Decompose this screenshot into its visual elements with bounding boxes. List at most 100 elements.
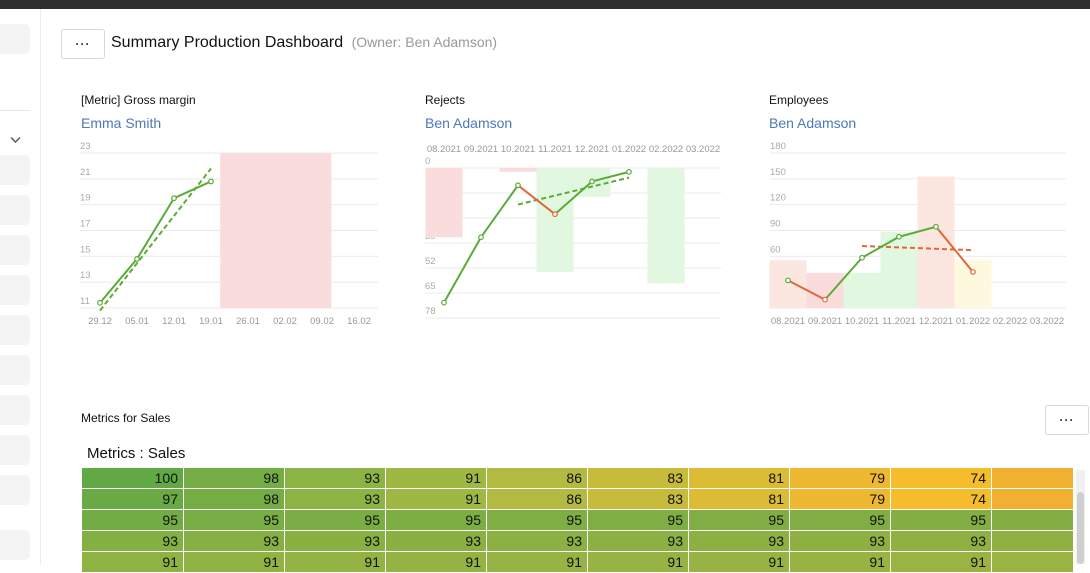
- heatmap-cell[interactable]: 93: [688, 530, 790, 552]
- heatmap-cell[interactable]: 95: [81, 509, 184, 531]
- chevron-down-icon[interactable]: [10, 135, 21, 147]
- series-segment: [99, 258, 138, 304]
- heatmap-cell[interactable]: 93: [385, 530, 487, 552]
- x-tick-label: 11.2021: [882, 316, 916, 327]
- heatmap-cell[interactable]: 93: [284, 488, 386, 510]
- highlight-band: [220, 153, 332, 308]
- heatmap-cell[interactable]: 95: [486, 509, 588, 531]
- sidebar-item[interactable]: [0, 395, 30, 425]
- heatmap-cell[interactable]: 98: [183, 488, 285, 510]
- heatmap-cell[interactable]: 93: [284, 530, 386, 552]
- sidebar-item[interactable]: [0, 24, 30, 54]
- heatmap-cell[interactable]: 91: [385, 551, 487, 573]
- sidebar-item[interactable]: [0, 355, 30, 385]
- heatmap-cell[interactable]: 95: [284, 509, 386, 531]
- heatmap-cell[interactable]: 95: [183, 509, 285, 531]
- sidebar-item[interactable]: [0, 195, 30, 225]
- heatmap-cell[interactable]: [991, 551, 1074, 573]
- heatmap-cell[interactable]: 95: [385, 509, 487, 531]
- heatmap-cell[interactable]: 97: [81, 488, 184, 510]
- widget-owner-link[interactable]: Emma Smith: [81, 115, 162, 131]
- heatmap-cell[interactable]: 93: [81, 530, 184, 552]
- left-sidebar: [0, 9, 41, 564]
- heatmap-cell[interactable]: 91: [486, 551, 588, 573]
- heatmap-cell[interactable]: 95: [688, 509, 790, 531]
- x-tick-label: 09.02: [310, 316, 334, 327]
- heatmap-cell[interactable]: 83: [587, 488, 689, 510]
- rejects-chart[interactable]: 013263952657808.202109.202110.202111.202…: [415, 138, 735, 333]
- heatmap-cell[interactable]: 79: [789, 467, 891, 489]
- heatmap-cell[interactable]: 79: [789, 488, 891, 510]
- dashboard-title: Summary Production Dashboard: [111, 34, 344, 51]
- waterfall-bar: [647, 168, 685, 284]
- series-segment: [136, 197, 175, 260]
- sidebar-item[interactable]: [0, 235, 30, 265]
- heatmap-cell[interactable]: 74: [890, 488, 992, 510]
- heatmap-cell[interactable]: 93: [789, 530, 891, 552]
- table-scrollbar[interactable]: [1076, 470, 1085, 564]
- sidebar-item[interactable]: [0, 155, 30, 185]
- y-tick-label: 23: [80, 141, 91, 152]
- widget-owner-link[interactable]: Ben Adamson: [425, 115, 513, 131]
- metrics-menu-button[interactable]: ···: [1045, 405, 1089, 435]
- heatmap-cell[interactable]: 93: [890, 530, 992, 552]
- page-title: Summary Production Dashboard (Owner: Ben…: [111, 34, 497, 52]
- sidebar-item[interactable]: [0, 275, 30, 305]
- heatmap-cell[interactable]: 93: [486, 530, 588, 552]
- heatmap-cell[interactable]: [991, 530, 1074, 552]
- heatmap-cell[interactable]: 93: [284, 467, 386, 489]
- heatmap-cell[interactable]: 91: [81, 551, 184, 573]
- heatmap-cell[interactable]: 91: [587, 551, 689, 573]
- employees-chart[interactable]: 180150120906030008.202109.202110.202111.…: [760, 140, 1080, 335]
- heatmap-cell[interactable]: [991, 488, 1074, 510]
- heatmap-cell[interactable]: 91: [789, 551, 891, 573]
- heatmap-cell[interactable]: 91: [385, 488, 487, 510]
- heatmap-cell[interactable]: 95: [587, 509, 689, 531]
- sidebar-item[interactable]: [0, 315, 30, 345]
- sidebar-item[interactable]: [0, 530, 30, 560]
- table-row: 95 95 95 95 95 95 95 95 95: [81, 509, 1074, 531]
- widget-title-gross-margin: [Metric] Gross margin: [81, 93, 196, 107]
- metrics-section-heading: Metrics for Sales: [81, 411, 171, 425]
- data-point: [441, 299, 447, 306]
- data-point: [822, 296, 828, 303]
- sidebar-item[interactable]: [0, 435, 30, 465]
- widget-owner-link[interactable]: Ben Adamson: [769, 115, 857, 131]
- y-tick-label: 60: [770, 244, 781, 255]
- x-tick-label: 11.2021: [538, 144, 572, 155]
- heatmap-cell[interactable]: 86: [486, 467, 588, 489]
- data-point: [933, 223, 939, 230]
- series-segment: [898, 225, 937, 238]
- heatmap-cell[interactable]: [991, 467, 1074, 489]
- series-segment: [173, 180, 212, 200]
- heatmap-cell[interactable]: 91: [890, 551, 992, 573]
- heatmap-cell[interactable]: 93: [183, 530, 285, 552]
- x-tick-label: 10.2021: [845, 316, 879, 327]
- x-tick-label: 01.2022: [956, 316, 990, 327]
- heatmap-cell[interactable]: 91: [385, 467, 487, 489]
- sidebar-item[interactable]: [0, 475, 30, 505]
- heatmap-cell[interactable]: 93: [587, 530, 689, 552]
- heatmap-cell[interactable]: 98: [183, 467, 285, 489]
- heatmap-cell[interactable]: 81: [688, 488, 790, 510]
- heatmap-cell[interactable]: 91: [688, 551, 790, 573]
- heatmap-cell[interactable]: 95: [890, 509, 992, 531]
- heatmap-cell[interactable]: 81: [688, 467, 790, 489]
- scrollbar-thumb[interactable]: [1077, 492, 1084, 564]
- y-tick-label: 21: [80, 167, 91, 178]
- data-point: [785, 277, 791, 284]
- heatmap-cell[interactable]: 74: [890, 467, 992, 489]
- heatmap-cell[interactable]: 91: [284, 551, 386, 573]
- table-row: 93 93 93 93 93 93 93 93 93: [81, 530, 1074, 552]
- heatmap-cell[interactable]: 100: [81, 467, 184, 489]
- x-tick-label: 01.2022: [612, 144, 646, 155]
- gross-margin-chart[interactable]: 23 21 19 17 15 13 11 29.12 05.01 12.01 19.01 26.01 0…: [70, 140, 390, 335]
- dashboard-menu-button[interactable]: ···: [61, 29, 105, 59]
- heatmap-cell[interactable]: 86: [486, 488, 588, 510]
- x-tick-label: 02.02: [273, 316, 297, 327]
- heatmap-cell[interactable]: 95: [789, 509, 891, 531]
- heatmap-cell[interactable]: 83: [587, 467, 689, 489]
- heatmap-cell[interactable]: 91: [183, 551, 285, 573]
- heatmap-cell[interactable]: [991, 509, 1074, 531]
- metrics-table-title: Metrics : Sales: [87, 445, 186, 462]
